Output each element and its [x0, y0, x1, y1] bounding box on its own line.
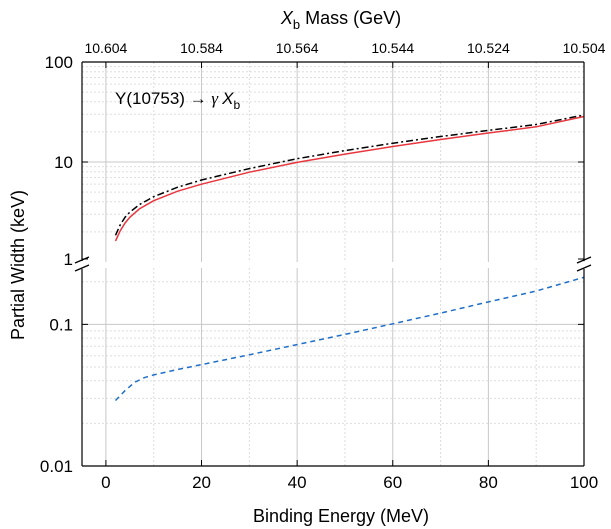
x-tick-label: 80 [479, 473, 498, 492]
top-tick-label: 10.564 [276, 40, 319, 56]
top-tick-label: 10.584 [180, 40, 223, 56]
series-line-dashed [114, 276, 585, 402]
axis-break-mark [74, 256, 90, 264]
annotation-sub: b [233, 98, 240, 112]
x-tick-label: 100 [570, 473, 598, 492]
series-line-solid [114, 115, 585, 242]
top-axis-title-symbol: X [280, 8, 294, 28]
top-tick-label: 10.524 [467, 40, 510, 56]
top-tick-label: 10.504 [563, 40, 606, 56]
axis-break-mark [576, 256, 592, 264]
ticks-layer: 0 20 40 60 80 100 10.604 10.584 10.564 10.544 10.5… [40, 40, 606, 492]
top-axis-title: Xb Mass (GeV) [280, 8, 401, 32]
y-tick-label: 0.01 [40, 457, 73, 476]
frame-layer [74, 61, 592, 467]
axis-break-mark [74, 264, 90, 272]
x-tick-label: 40 [288, 473, 307, 492]
y-tick-label: 10 [54, 153, 73, 172]
grid-layer [82, 62, 585, 466]
process-annotation: Υ(10753) → γ Xb [115, 89, 240, 112]
top-axis-title-rest: Mass (GeV) [300, 8, 401, 28]
axis-break-mark [576, 264, 592, 272]
top-tick-label: 10.604 [84, 40, 127, 56]
annotation-prefix: Υ(10753) → [115, 89, 211, 108]
top-tick-label: 10.544 [371, 40, 414, 56]
x-tick-label: 20 [192, 473, 211, 492]
y-tick-label: 100 [45, 53, 73, 72]
annotation-x: X [221, 89, 234, 108]
y-tick-label: 0.1 [49, 315, 73, 334]
top-axis-title-sub: b [293, 17, 300, 32]
series-line-dash-dot [114, 114, 585, 236]
x-tick-label: 60 [383, 473, 402, 492]
annotation-gamma: γ [211, 89, 219, 108]
x-axis-title: Binding Energy (MeV) [253, 506, 429, 526]
series-layer [114, 114, 585, 402]
y-tick-label: 1 [64, 250, 73, 269]
y-axis-title: Partial Width (keV) [8, 190, 28, 340]
x-tick-label: 0 [101, 473, 110, 492]
